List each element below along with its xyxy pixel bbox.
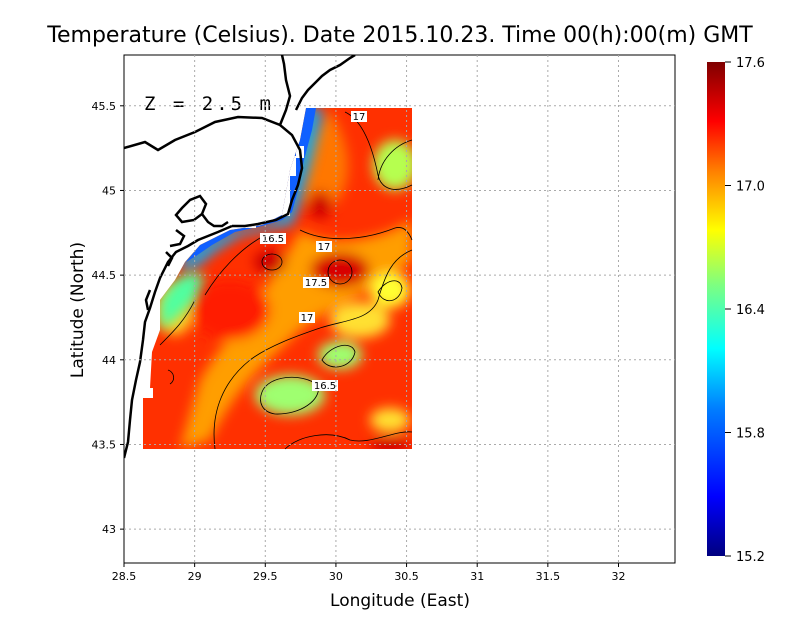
x-tick-label: 30.5 bbox=[394, 570, 419, 583]
contour-label-box bbox=[299, 312, 315, 323]
colorbar-tick-label: 17.0 bbox=[736, 180, 765, 195]
x-axis-ticks: 28.5 29 29.5 30 30.5 31 31.5 32 bbox=[112, 563, 625, 583]
map-title: Temperature (Celsius). Date 2015.10.23. … bbox=[46, 23, 753, 48]
x-tick-label: 30 bbox=[329, 570, 343, 583]
colorbar-tick-label: 15.2 bbox=[736, 550, 765, 565]
contour-label: 17 bbox=[353, 112, 366, 123]
y-axis-ticks: 43 43.5 44 44.5 45 45.5 bbox=[92, 100, 124, 536]
temperature-field bbox=[143, 108, 413, 450]
x-axis-title: Longitude (East) bbox=[330, 591, 470, 611]
x-tick-label: 28.5 bbox=[112, 570, 137, 583]
contour-label-box bbox=[303, 277, 329, 288]
x-tick-label: 32 bbox=[611, 570, 625, 583]
y-tick-label: 43.5 bbox=[92, 438, 117, 451]
x-tick-label: 29 bbox=[188, 570, 202, 583]
colorbar-ticks: 15.2 15.8 16.4 17.0 17.6 bbox=[725, 56, 765, 565]
contour-label: 17 bbox=[318, 242, 331, 253]
contour-label-box bbox=[316, 241, 332, 252]
y-axis-title: Latitude (North) bbox=[68, 242, 88, 378]
contour-label-box bbox=[351, 111, 367, 122]
colorbar-ramp bbox=[707, 62, 725, 556]
x-tick-label: 31 bbox=[470, 570, 484, 583]
grid-lines bbox=[124, 55, 675, 563]
depth-label: Z = 2.5 m bbox=[144, 93, 274, 115]
contour-lines bbox=[159, 111, 413, 450]
y-tick-label: 45 bbox=[102, 184, 116, 197]
colorbar: 15.2 15.8 16.4 17.0 17.6 bbox=[707, 56, 765, 565]
y-tick-label: 43 bbox=[102, 523, 116, 536]
coastline bbox=[124, 55, 356, 459]
contour-label: 16.5 bbox=[314, 381, 336, 392]
contour-label: 17 bbox=[301, 313, 314, 324]
contour-label-box bbox=[260, 233, 286, 244]
colorbar-tick-label: 17.6 bbox=[736, 56, 765, 71]
x-tick-label: 31.5 bbox=[536, 570, 561, 583]
contour-label: 17.5 bbox=[305, 278, 327, 289]
y-tick-label: 44.5 bbox=[92, 269, 117, 282]
contour-label-box bbox=[312, 380, 338, 391]
y-tick-label: 45.5 bbox=[92, 100, 117, 113]
colorbar-tick-label: 15.8 bbox=[736, 427, 765, 442]
x-tick-label: 29.5 bbox=[253, 570, 278, 583]
contour-label: 16.5 bbox=[262, 234, 284, 245]
y-tick-label: 44 bbox=[102, 354, 116, 367]
contour-label-group: 17 16.5 17 17.5 17 16.5 bbox=[260, 111, 367, 392]
colorbar-tick-label: 16.4 bbox=[736, 303, 765, 318]
